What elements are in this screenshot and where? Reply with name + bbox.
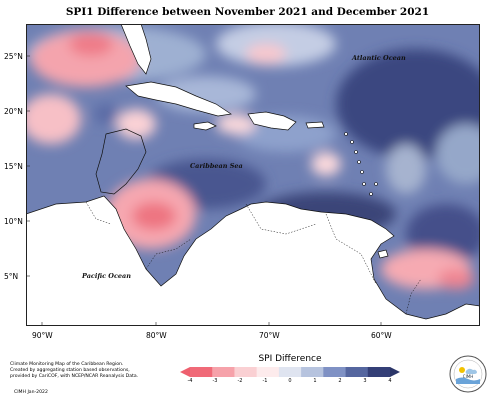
legend-swatch [367, 367, 391, 377]
legend-tick-label: 0 [288, 378, 292, 384]
lat-label-5n: 5°N [4, 272, 19, 281]
spi-shading [26, 24, 480, 289]
lon-label-80w: 80°W [146, 331, 167, 340]
legend: SPI Difference -4 -3 -2 -1 0 1 2 3 4 [180, 354, 400, 386]
lon-label-70w: 70°W [259, 331, 280, 340]
legend-tick-label: 2 [338, 378, 342, 384]
legend-title: SPI Difference [258, 354, 322, 364]
legend-colorbar [180, 367, 400, 377]
legend-swatch [234, 367, 257, 377]
land-masses [26, 24, 480, 326]
legend-swatch [256, 367, 280, 377]
map-title: SPI1 Difference between November 2021 an… [65, 6, 430, 18]
footnote-line: provided by CariCOF, with NCEP/NCAR Rean… [10, 374, 139, 379]
spi-map [26, 24, 480, 326]
spi-map-canvas [26, 24, 480, 326]
pacific-ocean-label: Pacific Ocean [82, 272, 131, 280]
lesser-antilles [344, 132, 378, 196]
legend-swatch [212, 367, 235, 377]
legend-arrow-left [180, 367, 190, 377]
caribbean-sea-label: Caribbean Sea [190, 162, 243, 170]
legend-tick-label: -3 [212, 378, 218, 384]
lat-label-15n: 15°N [4, 162, 23, 171]
legend-swatch [301, 367, 324, 377]
legend-tick-label: 4 [388, 378, 392, 384]
lat-label-25n: 25°N [4, 52, 23, 61]
map-frame [26, 24, 480, 326]
cloud-icon [465, 368, 477, 374]
legend-swatch [323, 367, 346, 377]
legend-swatch [278, 367, 302, 377]
legend-tick-label: 3 [363, 378, 367, 384]
legend-swatch [190, 367, 213, 377]
sun-icon [459, 367, 465, 373]
lon-label-60w: 60°W [371, 331, 392, 340]
lon-label-90w: 90°W [32, 331, 53, 340]
legend-arrow-right [390, 367, 400, 377]
wave-icon [456, 377, 480, 384]
atlantic-ocean-label: Atlantic Ocean [352, 54, 406, 62]
legend-swatch [345, 367, 369, 377]
footnote: Climate Monitoring Map of the Caribbean … [10, 362, 160, 380]
legend-ticks: -4 -3 -2 -1 0 1 2 3 4 [180, 378, 400, 386]
legend-tick-label: -1 [262, 378, 268, 384]
legend-tick-label: -4 [187, 378, 193, 384]
cimh-logo: CIMH [448, 354, 488, 394]
footnote-line: Climate Monitoring Map of the Caribbean … [10, 362, 124, 367]
country-borders [85, 201, 422, 315]
legend-tick-label: 1 [313, 378, 317, 384]
credit-date: CIMH Jan-2022 [14, 390, 48, 395]
footnote-line: Created by aggregating station based obs… [10, 368, 130, 373]
lat-label-20n: 20°N [4, 107, 23, 116]
logo-text: CIMH [463, 374, 473, 379]
lat-label-10n: 10°N [4, 217, 23, 226]
legend-tick-label: -2 [237, 378, 243, 384]
